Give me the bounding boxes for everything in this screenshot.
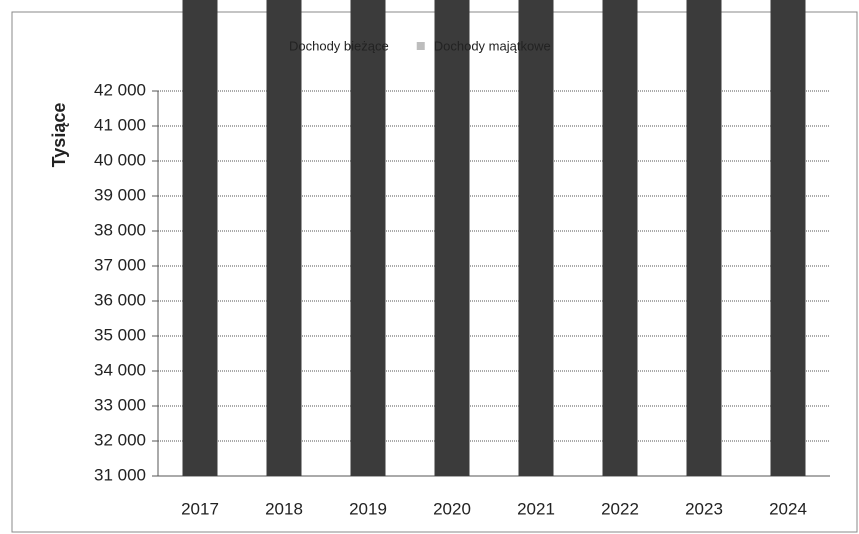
y-tick-label: 34 000: [94, 360, 146, 379]
bar-segment: [602, 0, 638, 476]
bar-segment: [518, 0, 554, 476]
y-tick-label: 35 000: [94, 325, 146, 344]
bar-segment: [266, 0, 302, 476]
bar-segment: [434, 0, 470, 476]
legend-swatch: [416, 42, 425, 50]
y-tick-label: 42 000: [94, 80, 146, 99]
legend-label: Dochody majątkowe: [434, 38, 551, 53]
legend-swatch: [272, 42, 280, 50]
x-tick-label: 2022: [601, 499, 639, 518]
legend-label: Dochody bieżące: [289, 38, 389, 53]
y-tick-label: 31 000: [94, 465, 146, 484]
y-axis-label: Tysiące: [49, 103, 69, 168]
y-tick-label: 41 000: [94, 115, 146, 134]
y-tick-label: 33 000: [94, 395, 146, 414]
y-tick-label: 37 000: [94, 255, 146, 274]
y-tick-label: 40 000: [94, 150, 146, 169]
y-tick-label: 39 000: [94, 185, 146, 204]
x-tick-label: 2017: [181, 499, 219, 518]
y-tick-label: 36 000: [94, 290, 146, 309]
bar-segment: [182, 0, 218, 476]
x-tick-label: 2019: [349, 499, 387, 518]
x-tick-label: 2020: [433, 499, 471, 518]
x-tick-label: 2018: [265, 499, 303, 518]
x-tick-label: 2024: [769, 499, 807, 518]
bar-segment: [350, 0, 386, 476]
x-tick-label: 2023: [685, 499, 723, 518]
x-tick-label: 2021: [517, 499, 555, 518]
bar-segment: [770, 0, 806, 476]
y-tick-label: 32 000: [94, 430, 146, 449]
bar-segment: [686, 0, 722, 476]
y-tick-label: 38 000: [94, 220, 146, 239]
